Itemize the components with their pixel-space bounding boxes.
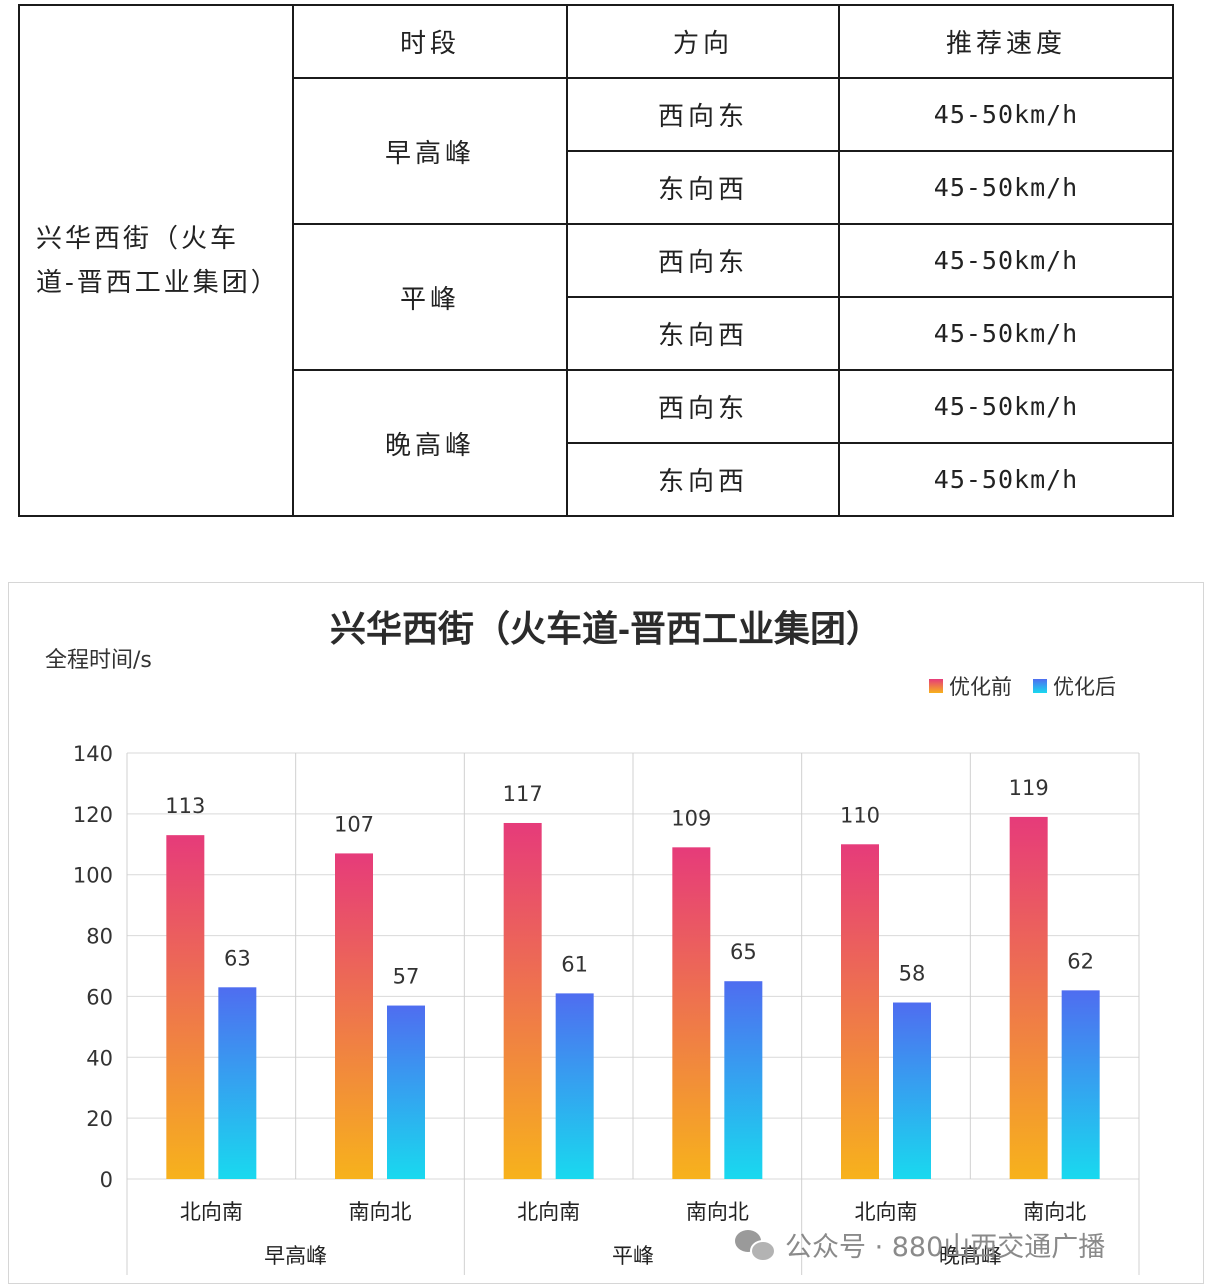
chart-legend: 优化前 优化后	[929, 675, 1116, 699]
data-label: 63	[224, 946, 251, 970]
x-category-label: 南向北	[349, 1200, 412, 1224]
header-direction: 方向	[566, 4, 840, 79]
y-tick-label: 20	[86, 1107, 113, 1131]
y-tick-label: 60	[86, 985, 113, 1009]
x-group-label: 晚高峰	[939, 1244, 1002, 1268]
data-label: 110	[840, 803, 880, 827]
data-label: 65	[730, 940, 757, 964]
bar-chart: 兴华西街（火车道-晋西工业集团） 全程时间/s 优化前 优化后 0 20 40 60 80…	[8, 582, 1204, 1284]
y-tick-label: 100	[73, 864, 113, 888]
data-label: 119	[1009, 776, 1049, 800]
data-label: 61	[561, 952, 588, 976]
speed-cell: 45-50km/h	[838, 77, 1174, 152]
watermark: 公众号 · 880山西交通广播	[735, 1222, 1105, 1266]
legend-swatch	[1033, 679, 1047, 693]
header-speed: 推荐速度	[838, 4, 1174, 79]
table-row: 东向西 45-50km/h	[19, 150, 1174, 225]
bar-before	[503, 822, 542, 1179]
watermark-text: 公众号 · 880山西交通广播	[785, 1231, 1106, 1263]
wechat-icon	[735, 1228, 776, 1262]
bar-before	[335, 853, 373, 1179]
speed-table: 兴华西街（火车道-晋西工业集团） 时段 方向 推荐速度 早高峰 西向东 45-5…	[18, 4, 1174, 517]
table-header-row: 兴华西街（火车道-晋西工业集团） 时段 方向 推荐速度	[18, 4, 1174, 517]
x-group-label: 早高峰	[264, 1244, 327, 1268]
speed-cell: 45-50km/h	[838, 369, 1174, 444]
bar-after	[555, 993, 594, 1179]
x-category-label: 北向南	[855, 1200, 918, 1224]
y-axis-label: 全程时间/s	[45, 648, 152, 673]
road-name-cell: 兴华西街（火车道-晋西工业集团）	[18, 4, 294, 517]
bar-after	[893, 1002, 931, 1179]
direction-cell: 东向西	[566, 296, 840, 371]
y-tick-label: 80	[86, 925, 113, 949]
legend-label: 优化后	[1053, 675, 1116, 699]
legend-label: 优化前	[949, 675, 1012, 699]
table-row: 早高峰 西向东 45-50km/h	[19, 77, 1174, 225]
header-period: 时段	[292, 4, 568, 79]
x-group-label: 平峰	[612, 1244, 654, 1268]
x-category-label: 南向北	[686, 1200, 749, 1224]
speed-cell: 45-50km/h	[838, 442, 1174, 517]
direction-cell: 西向东	[566, 77, 840, 152]
bar-after	[387, 1005, 425, 1179]
table-row: 平峰 西向东 45-50km/h	[19, 223, 1174, 371]
direction-cell: 东向西	[566, 442, 840, 517]
data-label: 117	[503, 782, 543, 806]
y-tick-label: 140	[73, 742, 113, 766]
direction-cell: 东向西	[566, 150, 840, 225]
bar-before	[1009, 816, 1048, 1179]
period-cell: 早高峰	[292, 77, 568, 225]
data-label: 62	[1067, 949, 1094, 973]
speed-cell: 45-50km/h	[838, 150, 1174, 225]
data-label: 58	[899, 962, 926, 986]
period-cell: 平峰	[292, 223, 568, 371]
chart-title: 兴华西街（火车道-晋西工业集团）	[330, 608, 882, 649]
bar-before	[841, 844, 879, 1179]
period-cell: 晚高峰	[292, 369, 568, 517]
x-category-label: 南向北	[1023, 1200, 1086, 1224]
grid	[126, 752, 1140, 1275]
bar-after	[1061, 990, 1100, 1179]
bar-after	[218, 987, 257, 1179]
y-tick-label: 120	[73, 803, 113, 827]
bar-before	[166, 835, 205, 1179]
bar-before	[672, 847, 711, 1179]
x-category-label: 北向南	[180, 1200, 243, 1224]
data-label: 107	[334, 812, 374, 836]
legend-swatch	[929, 679, 943, 693]
chart-canvas: 兴华西街（火车道-晋西工业集团） 全程时间/s 优化前 优化后 0 20 40 60 80…	[45, 608, 1140, 1275]
table-row: 东向西 45-50km/h	[19, 296, 1174, 371]
y-tick-label: 0	[100, 1168, 113, 1192]
data-label: 57	[393, 965, 420, 989]
speed-cell: 45-50km/h	[838, 223, 1174, 298]
data-label: 109	[671, 806, 711, 830]
x-category-label: 北向南	[517, 1200, 580, 1224]
bars: 113 63 107 57 117 61 109 65 110 58 119 62	[165, 776, 1100, 1179]
direction-cell: 西向东	[566, 223, 840, 298]
table-row: 东向西 45-50km/h	[19, 442, 1174, 517]
direction-cell: 西向东	[566, 369, 840, 444]
y-axis-ticks: 0 20 40 60 80 100 120 140	[73, 742, 113, 1192]
data-label: 113	[165, 794, 205, 818]
bar-after	[724, 981, 763, 1179]
table-row: 晚高峰 西向东 45-50km/h	[19, 369, 1174, 517]
speed-cell: 45-50km/h	[838, 296, 1174, 371]
y-tick-label: 40	[86, 1046, 113, 1070]
